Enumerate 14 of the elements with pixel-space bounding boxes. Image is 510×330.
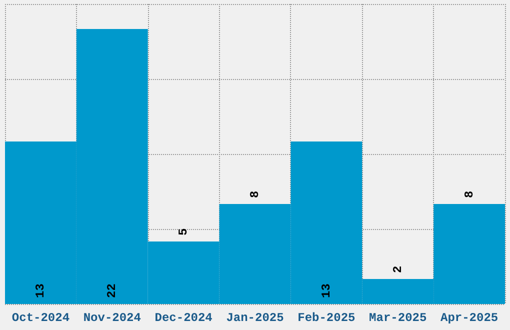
data-label: 22 xyxy=(105,284,120,298)
data-label: 2 xyxy=(390,266,405,273)
data-label: 13 xyxy=(34,284,48,298)
x-tick-label: Feb-2025 xyxy=(298,311,356,325)
x-tick-label: Apr-2025 xyxy=(440,311,498,325)
data-label: 5 xyxy=(176,228,191,236)
data-label: 13 xyxy=(319,284,334,298)
data-label: 8 xyxy=(248,190,262,198)
x-tick-label: Dec-2024 xyxy=(154,311,212,325)
x-tick-label: Mar-2025 xyxy=(369,311,427,325)
x-tick-label: Nov-2024 xyxy=(83,311,141,325)
x-tick-label: Oct-2024 xyxy=(12,311,70,325)
x-tick-label: Jan-2025 xyxy=(226,311,284,325)
data-label: 8 xyxy=(462,190,476,198)
